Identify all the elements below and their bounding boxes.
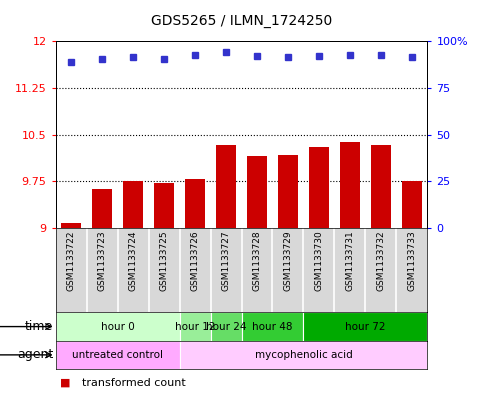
- Bar: [242, 312, 303, 341]
- Bar: [216, 145, 236, 228]
- Text: hour 72: hour 72: [345, 321, 386, 332]
- Text: hour 48: hour 48: [252, 321, 293, 332]
- Bar: [402, 181, 422, 228]
- Bar: [56, 312, 180, 341]
- Text: GSM1133723: GSM1133723: [98, 230, 107, 291]
- Text: GSM1133728: GSM1133728: [253, 230, 261, 291]
- Text: GSM1133730: GSM1133730: [314, 230, 324, 291]
- Bar: [185, 179, 205, 228]
- Text: agent: agent: [17, 348, 53, 362]
- Text: GSM1133733: GSM1133733: [408, 230, 416, 291]
- Bar: [309, 147, 329, 228]
- Bar: [211, 312, 242, 341]
- Text: GSM1133725: GSM1133725: [159, 230, 169, 291]
- Text: GSM1133726: GSM1133726: [190, 230, 199, 291]
- Bar: [303, 312, 427, 341]
- Bar: [56, 341, 180, 369]
- Text: mycophenolic acid: mycophenolic acid: [255, 350, 353, 360]
- Text: GSM1133722: GSM1133722: [67, 230, 75, 291]
- Text: GDS5265 / ILMN_1724250: GDS5265 / ILMN_1724250: [151, 14, 332, 28]
- Text: GSM1133731: GSM1133731: [345, 230, 355, 291]
- Bar: [180, 312, 211, 341]
- Bar: [123, 181, 143, 228]
- Text: GSM1133729: GSM1133729: [284, 230, 293, 291]
- Bar: [340, 142, 360, 228]
- Text: GSM1133732: GSM1133732: [376, 230, 385, 291]
- Bar: [278, 154, 298, 228]
- Text: hour 0: hour 0: [100, 321, 134, 332]
- Text: ■: ■: [60, 378, 71, 388]
- Text: untreated control: untreated control: [72, 350, 163, 360]
- Text: time: time: [25, 320, 53, 333]
- Bar: [180, 341, 427, 369]
- Bar: [371, 145, 391, 228]
- Text: transformed count: transformed count: [82, 378, 186, 388]
- Text: GSM1133724: GSM1133724: [128, 230, 138, 291]
- Text: GSM1133727: GSM1133727: [222, 230, 230, 291]
- Bar: [247, 156, 267, 228]
- Bar: [61, 223, 81, 228]
- Text: hour 24: hour 24: [206, 321, 246, 332]
- Text: hour 12: hour 12: [175, 321, 215, 332]
- Bar: [154, 183, 174, 228]
- Bar: [92, 189, 112, 228]
